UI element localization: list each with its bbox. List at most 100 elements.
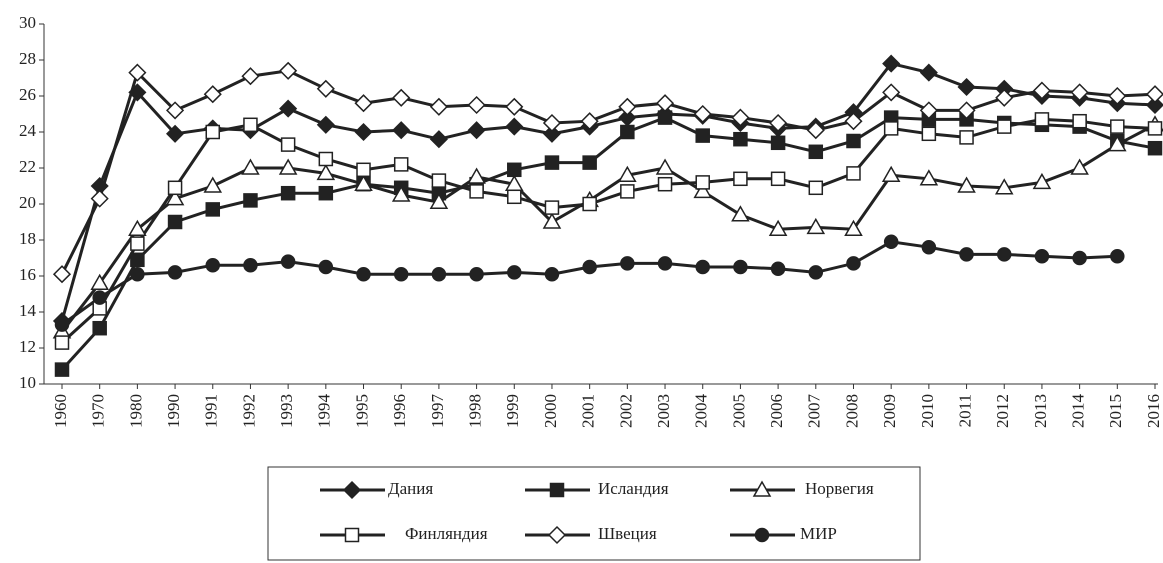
- data-point: [316, 115, 335, 134]
- data-point: [467, 121, 486, 140]
- y-tick-label: 26: [19, 85, 36, 104]
- data-point: [165, 189, 185, 206]
- data-point: [808, 180, 824, 196]
- data-point: [1110, 119, 1125, 134]
- x-tick-label: 2010: [918, 394, 937, 428]
- x-tick-label: 2007: [805, 394, 824, 429]
- data-point: [542, 113, 562, 133]
- data-point: [733, 259, 748, 275]
- data-point: [883, 234, 899, 250]
- data-point: [1110, 248, 1125, 264]
- data-point: [881, 165, 901, 182]
- legend-marker: [752, 480, 772, 497]
- data-point: [431, 266, 447, 282]
- data-point: [505, 97, 524, 116]
- data-point: [392, 121, 411, 140]
- data-point: [429, 130, 448, 149]
- data-point: [1147, 140, 1163, 156]
- data-point: [806, 217, 826, 235]
- data-point: [130, 252, 145, 268]
- data-point: [318, 185, 334, 201]
- y-tick-label: 16: [19, 265, 36, 284]
- y-tick-label: 20: [19, 193, 36, 212]
- data-point: [354, 94, 373, 113]
- data-point: [844, 112, 863, 131]
- y-tick-label: 28: [19, 49, 36, 68]
- data-point: [167, 180, 183, 196]
- data-point: [769, 113, 788, 133]
- x-tick-label: 1991: [202, 394, 221, 428]
- x-tick-label: 2014: [1069, 394, 1088, 429]
- x-tick-label: 1997: [428, 394, 447, 429]
- data-point: [52, 265, 72, 284]
- x-tick-label: 2015: [1106, 394, 1125, 428]
- x-tick-label: 2016: [1144, 394, 1163, 428]
- data-point: [469, 266, 484, 282]
- data-point: [278, 158, 298, 175]
- data-point: [580, 112, 599, 131]
- data-point: [695, 259, 710, 275]
- data-point: [205, 257, 221, 273]
- data-point: [1145, 95, 1163, 115]
- data-point: [1070, 158, 1089, 175]
- data-point: [205, 124, 221, 140]
- data-point: [280, 137, 296, 152]
- data-point: [808, 265, 824, 280]
- legend-marker: [549, 482, 565, 498]
- data-point: [429, 192, 449, 209]
- legend-label: Норвегия: [805, 479, 874, 498]
- data-point: [544, 266, 560, 282]
- legend-label: Швеция: [598, 524, 657, 543]
- data-point: [921, 126, 937, 142]
- data-point: [957, 176, 976, 193]
- series-line: [60, 117, 1156, 344]
- data-point: [507, 162, 522, 178]
- data-point: [280, 254, 296, 269]
- data-point: [693, 104, 712, 124]
- data-point: [279, 99, 298, 118]
- data-point: [618, 97, 637, 116]
- data-point: [618, 165, 637, 182]
- legend-label: МИР: [800, 524, 837, 543]
- data-point: [392, 88, 411, 107]
- data-point: [356, 266, 371, 282]
- data-point: [806, 121, 825, 140]
- data-point: [957, 77, 976, 97]
- data-point: [241, 158, 260, 175]
- data-point: [316, 163, 336, 181]
- data-point: [919, 169, 939, 186]
- x-tick-label: 2001: [579, 394, 598, 428]
- x-tick-label: 1970: [89, 394, 108, 428]
- data-point: [996, 247, 1012, 262]
- x-tick-label: 2012: [993, 394, 1012, 428]
- data-point: [882, 83, 901, 102]
- data-point: [1032, 172, 1052, 190]
- x-tick-label: 1995: [352, 394, 371, 428]
- data-point: [655, 94, 675, 113]
- data-point: [1108, 86, 1127, 106]
- data-point: [695, 175, 710, 190]
- data-point: [544, 200, 560, 215]
- series-line: [60, 115, 1156, 371]
- x-tick-label: 1993: [277, 394, 296, 428]
- data-point: [1034, 112, 1050, 127]
- y-tick-label: 12: [19, 337, 36, 356]
- data-point: [731, 205, 750, 222]
- data-point: [844, 219, 863, 236]
- x-tick-label: 1960: [51, 394, 70, 428]
- data-point: [695, 128, 710, 143]
- data-point: [90, 273, 109, 290]
- data-point: [620, 124, 635, 140]
- data-point: [356, 162, 371, 178]
- data-point: [846, 166, 861, 181]
- data-point: [507, 265, 522, 280]
- data-point: [243, 117, 258, 133]
- y-tick-label: 10: [19, 373, 36, 392]
- legend-label: Исландия: [598, 479, 669, 498]
- series-line: [60, 69, 1156, 275]
- legend-marker: [754, 527, 770, 543]
- data-point: [959, 130, 974, 145]
- data-point: [921, 239, 937, 255]
- legend-marker: [547, 525, 567, 545]
- x-tick-label: 2009: [880, 394, 899, 428]
